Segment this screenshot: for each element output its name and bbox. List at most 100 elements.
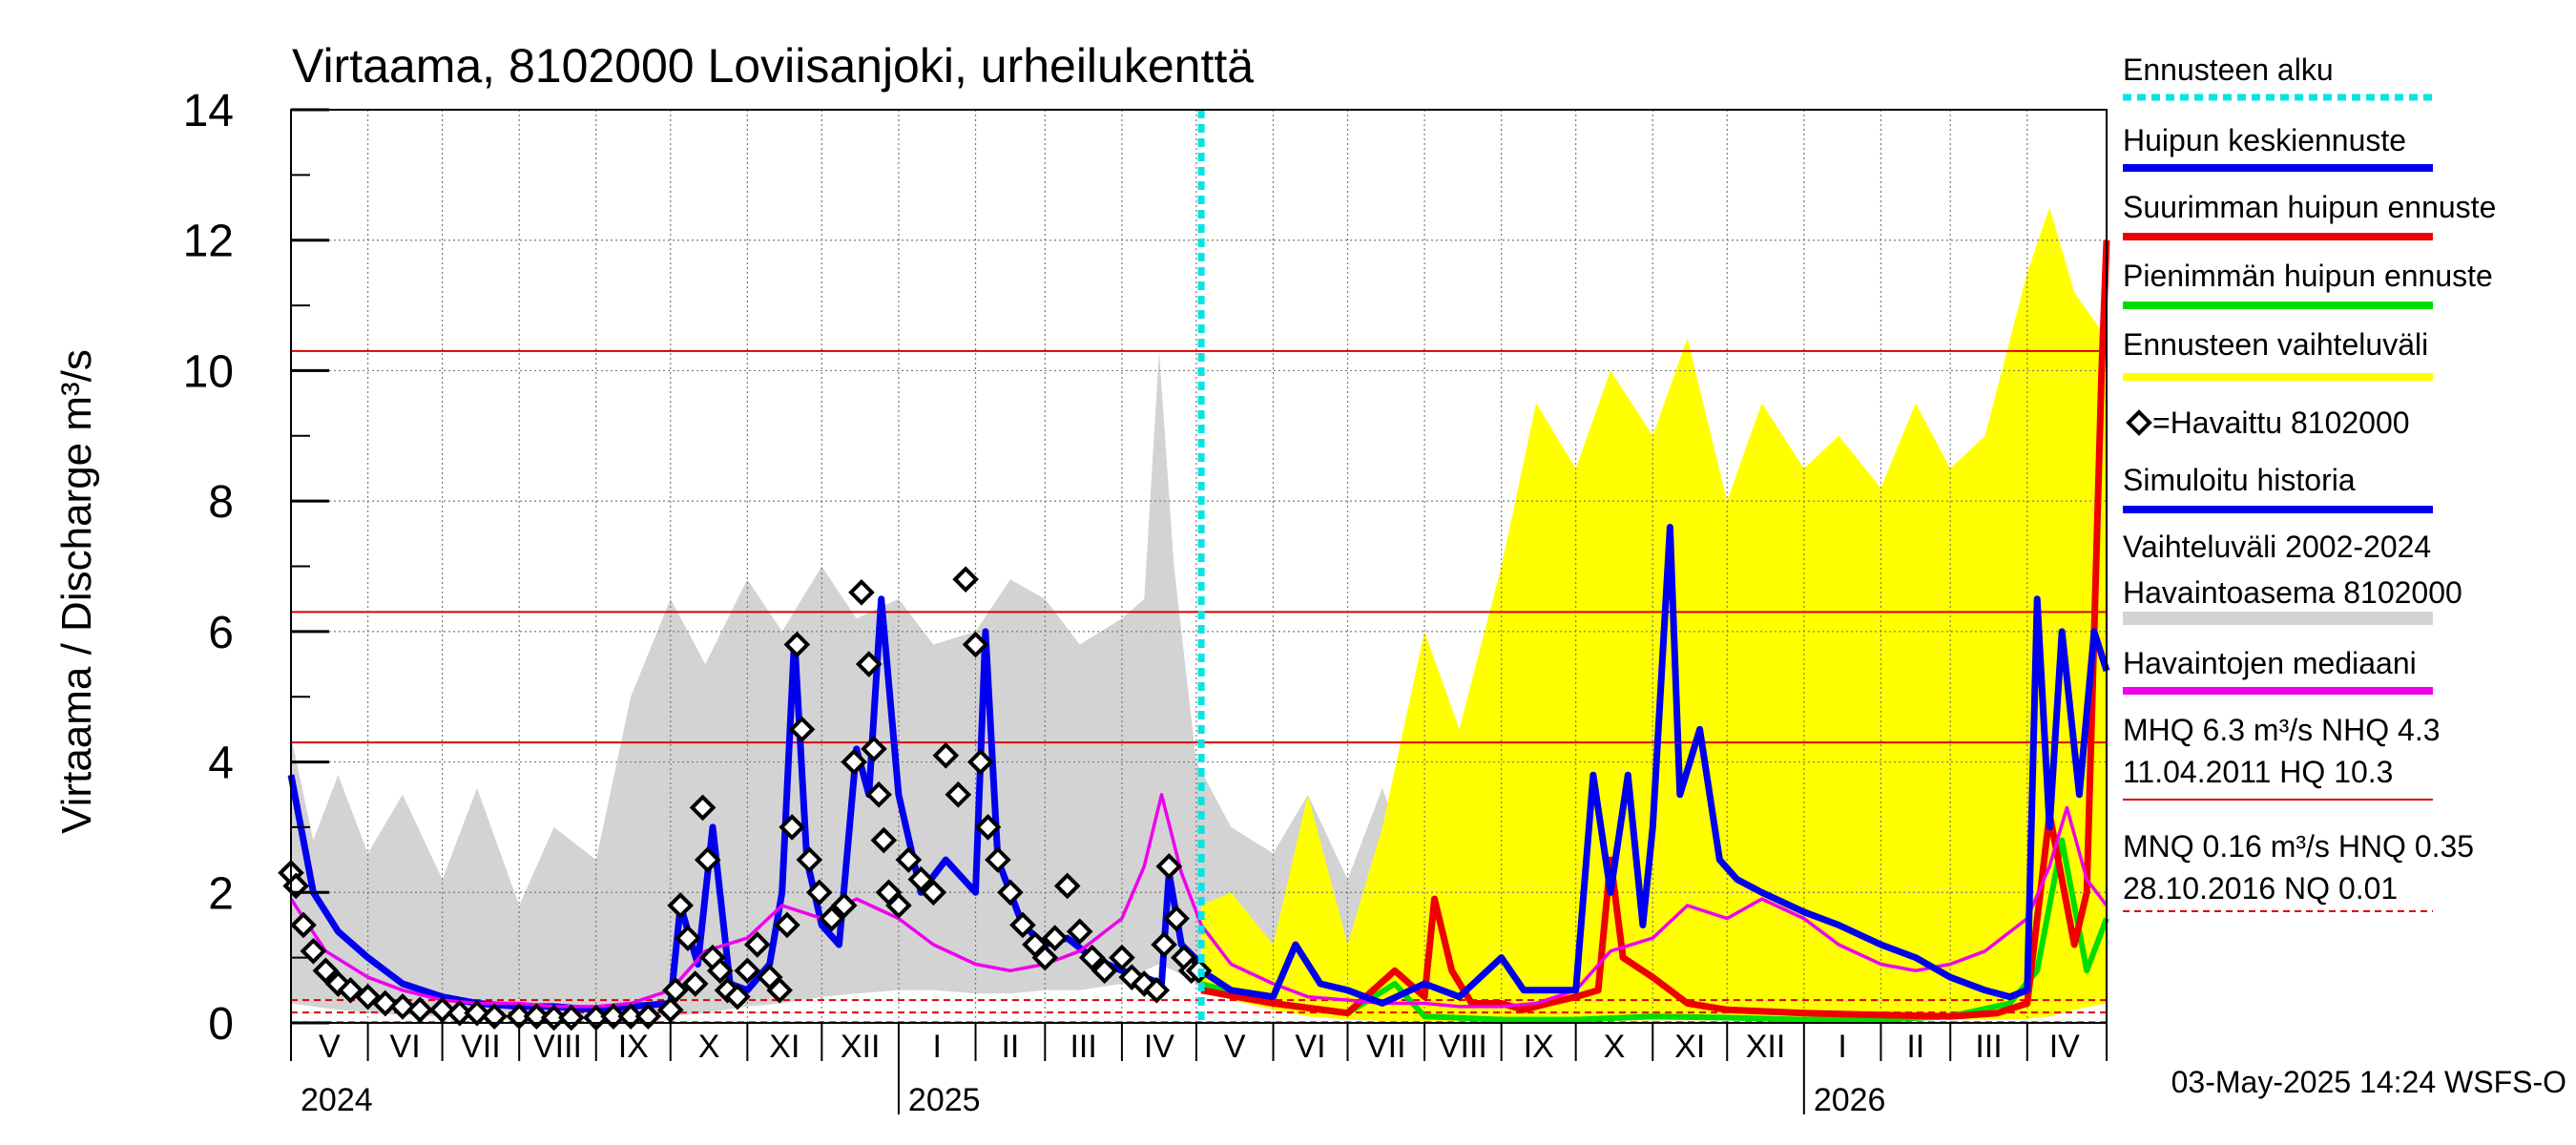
observed-point bbox=[907, 865, 935, 893]
observed-point bbox=[1031, 944, 1059, 971]
observed-point bbox=[945, 781, 972, 808]
legend: Ennusteen alku Huipun keskiennuste Suurimm… bbox=[2123, 52, 2496, 912]
observed-point bbox=[1151, 931, 1177, 958]
observed-point bbox=[406, 996, 434, 1024]
month-label: X bbox=[698, 1029, 720, 1065]
observed-point bbox=[932, 741, 960, 769]
legend-marker-diamond bbox=[2126, 409, 2152, 436]
series-line-havaintojen-mediaani bbox=[289, 793, 2109, 1009]
year-label: 2026 bbox=[1814, 1082, 1886, 1118]
observed-point bbox=[600, 1003, 627, 1030]
observed-point bbox=[656, 996, 684, 1024]
observed-point bbox=[796, 846, 823, 873]
month-label: VIII bbox=[533, 1029, 582, 1065]
observed-point bbox=[706, 957, 734, 985]
observed-point bbox=[841, 748, 867, 776]
legend-label: Vaihteluväli 2002-2024 bbox=[2123, 530, 2431, 564]
observed-point bbox=[354, 983, 382, 1010]
month-label: I bbox=[933, 1029, 942, 1065]
month-label: III bbox=[1975, 1029, 2002, 1065]
observed-point bbox=[667, 892, 694, 919]
month-label: III bbox=[1070, 1029, 1096, 1065]
legend-label: Ennusteen vaihteluväli bbox=[2123, 327, 2428, 362]
observed-point bbox=[766, 976, 793, 1004]
observed-point bbox=[788, 716, 816, 743]
y-tick-label: 6 bbox=[208, 608, 234, 658]
y-axis-label: Virtaama / Discharge m³/s bbox=[53, 349, 100, 834]
legend-label: =Havaittu 8102000 bbox=[2152, 406, 2410, 440]
observed-point bbox=[1118, 964, 1146, 990]
observed-point bbox=[523, 1003, 551, 1030]
observed-markers bbox=[278, 566, 1213, 1031]
observed-point bbox=[974, 814, 1002, 841]
y-tick-label: 2 bbox=[208, 868, 234, 919]
y-tick-label: 14 bbox=[183, 86, 234, 136]
observed-point bbox=[774, 911, 800, 939]
observed-point bbox=[337, 976, 364, 1004]
legend-label: Suurimman huipun ennuste bbox=[2123, 190, 2496, 224]
observed-point bbox=[1053, 872, 1081, 900]
month-label: XII bbox=[1746, 1029, 1786, 1065]
legend-label: MNQ 0.16 m³/s HNQ 0.35 bbox=[2123, 829, 2474, 864]
series-line-pienimm-n-huipun-ennuste bbox=[1200, 837, 2109, 1023]
month-label: X bbox=[1604, 1029, 1626, 1065]
legend-label: Huipun keskiennuste bbox=[2123, 123, 2406, 157]
observed-point bbox=[681, 970, 709, 997]
observed-point bbox=[428, 996, 456, 1024]
observed-point bbox=[870, 826, 898, 854]
observed-point bbox=[920, 879, 947, 906]
month-label: VI bbox=[1295, 1029, 1325, 1065]
series-line-huipun-keskiennuste bbox=[1199, 524, 2110, 1007]
observed-point bbox=[861, 736, 887, 762]
observed-point bbox=[734, 957, 761, 985]
observed-point bbox=[895, 846, 923, 873]
observed-point bbox=[694, 846, 721, 873]
observed-point bbox=[481, 1003, 509, 1030]
observed-point bbox=[830, 892, 858, 919]
legend-label: Ennusteen alku bbox=[2123, 52, 2334, 87]
y-tick-label: 10 bbox=[183, 346, 234, 397]
observed-point bbox=[743, 931, 771, 958]
band-1 bbox=[1201, 207, 2107, 1022]
legend-label: Havaintoasema 8102000 bbox=[2123, 575, 2462, 610]
month-label: I bbox=[1838, 1029, 1846, 1065]
month-label: II bbox=[1001, 1029, 1019, 1065]
legend-label: Pienimmän huipun ennuste bbox=[2123, 259, 2493, 293]
month-label: IV bbox=[2049, 1029, 2080, 1065]
year-label: 2024 bbox=[301, 1082, 373, 1118]
month-label: IX bbox=[618, 1029, 649, 1065]
observed-point bbox=[1041, 925, 1069, 951]
observed-point bbox=[885, 892, 912, 919]
observed-point bbox=[300, 937, 327, 965]
legend-label: Havaintojen mediaani bbox=[2123, 646, 2417, 680]
observed-point bbox=[1143, 976, 1171, 1004]
month-label: VI bbox=[390, 1029, 421, 1065]
y-tick-label: 12 bbox=[183, 217, 234, 267]
observed-point bbox=[783, 631, 811, 658]
observed-point bbox=[1078, 944, 1106, 971]
observed-point bbox=[985, 846, 1011, 873]
observed-point bbox=[689, 794, 717, 822]
observed-point bbox=[389, 993, 416, 1020]
observed-point bbox=[371, 989, 399, 1017]
observed-point bbox=[724, 983, 751, 1010]
observed-point bbox=[1109, 944, 1135, 971]
month-label: XII bbox=[841, 1029, 881, 1065]
observed-point bbox=[617, 1003, 644, 1030]
observed-point bbox=[290, 911, 317, 939]
y-tick-label: 0 bbox=[208, 999, 234, 1050]
observed-point bbox=[312, 957, 340, 985]
month-label: IX bbox=[1524, 1029, 1554, 1065]
observed-point bbox=[1091, 957, 1118, 985]
month-label: IV bbox=[1144, 1029, 1174, 1065]
observed-point bbox=[848, 579, 875, 606]
observed-point bbox=[855, 651, 883, 677]
month-label: VII bbox=[1366, 1029, 1406, 1065]
observed-point bbox=[962, 631, 989, 658]
month-label: XI bbox=[1674, 1029, 1705, 1065]
month-label: VII bbox=[461, 1029, 501, 1065]
observed-point bbox=[779, 814, 805, 841]
series-line-suurimman-huipun-ennuste bbox=[1200, 239, 2110, 1020]
